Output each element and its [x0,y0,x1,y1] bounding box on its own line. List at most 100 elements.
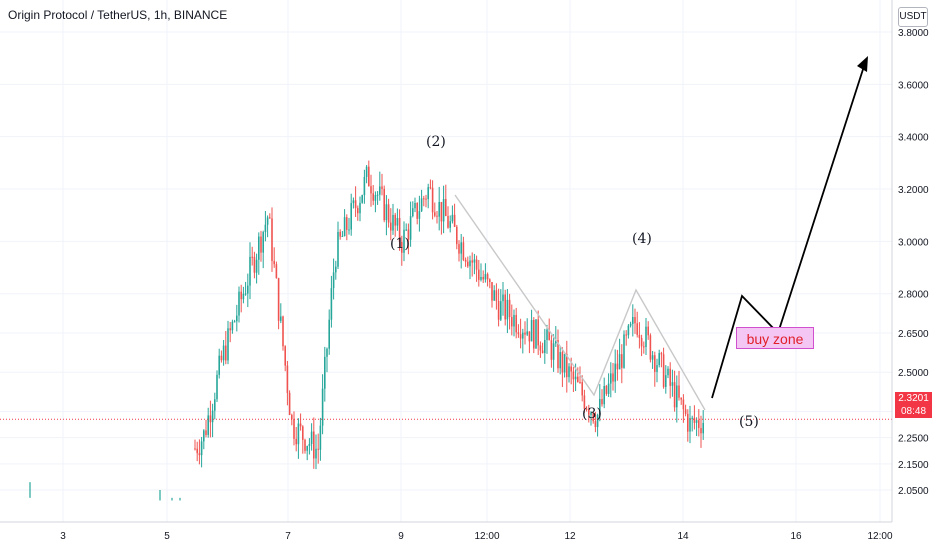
y-tick-label: 3.6000 [898,80,929,91]
candle-body [346,217,348,230]
candle-body [471,260,473,263]
candle-body [513,314,515,327]
candle-body [418,211,421,219]
candle-body [251,256,253,258]
candle-body [456,226,458,245]
candle-body [599,399,601,415]
y-tick-label: 3.4000 [898,133,929,144]
candle-body [579,381,581,383]
candle-body [209,415,212,423]
candle-body [438,201,440,217]
projection-line [711,59,867,399]
candle-body [665,375,667,387]
candle-body [407,229,410,240]
candle-body [227,328,229,361]
candle-body [612,373,614,382]
candle-body [684,409,687,414]
candle-body [361,195,363,203]
candle-body [693,417,696,423]
candle-body [205,430,207,435]
candle-body [442,199,445,222]
candle-body [627,325,630,336]
candle-body [310,431,313,444]
y-tick-label: 3.0000 [898,237,929,248]
candle-body [616,363,619,370]
candle-body [453,214,456,227]
candle-body [299,423,302,427]
elliott-wave-line [454,194,706,411]
candle-body [539,345,542,351]
candle-body [317,448,319,450]
candle-body [405,229,407,231]
candle-body [233,321,236,323]
candle-body [363,176,366,196]
candle-body [623,334,625,368]
currency-button[interactable]: USDT [898,7,928,27]
candle-body [387,204,390,223]
candle-body [590,412,592,415]
candle-body [277,278,280,321]
candle-body [394,214,396,226]
y-tick-label: 2.6500 [898,329,929,340]
candle-body [440,201,443,222]
candle-body [379,186,381,195]
candle-body [339,231,341,237]
candle-body [629,323,632,326]
candle-body [544,339,546,354]
candle-body [462,242,465,260]
candle-body [464,259,467,262]
candle-body [634,316,636,324]
candle-body [194,448,196,450]
current-price-label: 2.3201 08:48 [895,392,932,418]
candle-body [319,425,322,450]
candle-body [385,204,388,221]
candle-body [427,187,429,200]
candle-body [621,354,623,368]
candle-body [561,352,564,373]
buy-zone-annotation[interactable]: buy zone [736,327,814,349]
candle-body [282,316,284,347]
candle-body [581,382,583,396]
candle-body [357,208,359,214]
candle-body [293,418,295,439]
current-price-value: 2.3201 [898,393,929,404]
candle-body [396,218,399,226]
candle-body [207,415,209,435]
candle-body [482,276,484,280]
wave-label-4: (4) [632,231,652,247]
candle-body [451,214,454,222]
candle-body [689,418,691,432]
y-tick-label: 2.2500 [898,434,929,445]
candle-body [431,187,434,213]
candle-body [662,354,665,387]
candle-body [218,355,220,375]
candle-body [649,335,652,360]
candle-body [372,193,374,201]
candle-body [486,274,489,280]
candle-body [447,215,449,228]
candle-body [585,408,588,410]
candle-body [658,353,660,366]
candle-body [343,217,346,236]
candle-body [266,217,269,225]
candle-body [502,294,504,302]
candle-body [460,242,462,254]
candle-body [605,385,608,394]
candle-body [526,331,528,335]
candle-body [247,285,249,294]
x-tick-label: 5 [164,531,170,542]
candle-body [640,337,643,347]
candle-body [255,259,258,273]
candle-body [321,388,324,426]
candle-body [368,166,370,187]
candle-body [548,329,550,341]
candle-body [324,356,326,389]
candle-body [636,323,638,335]
candle-body [398,218,401,242]
candle-body [473,259,476,263]
candle-body [225,345,227,361]
candle-body [533,320,535,349]
candle-body [416,203,418,219]
